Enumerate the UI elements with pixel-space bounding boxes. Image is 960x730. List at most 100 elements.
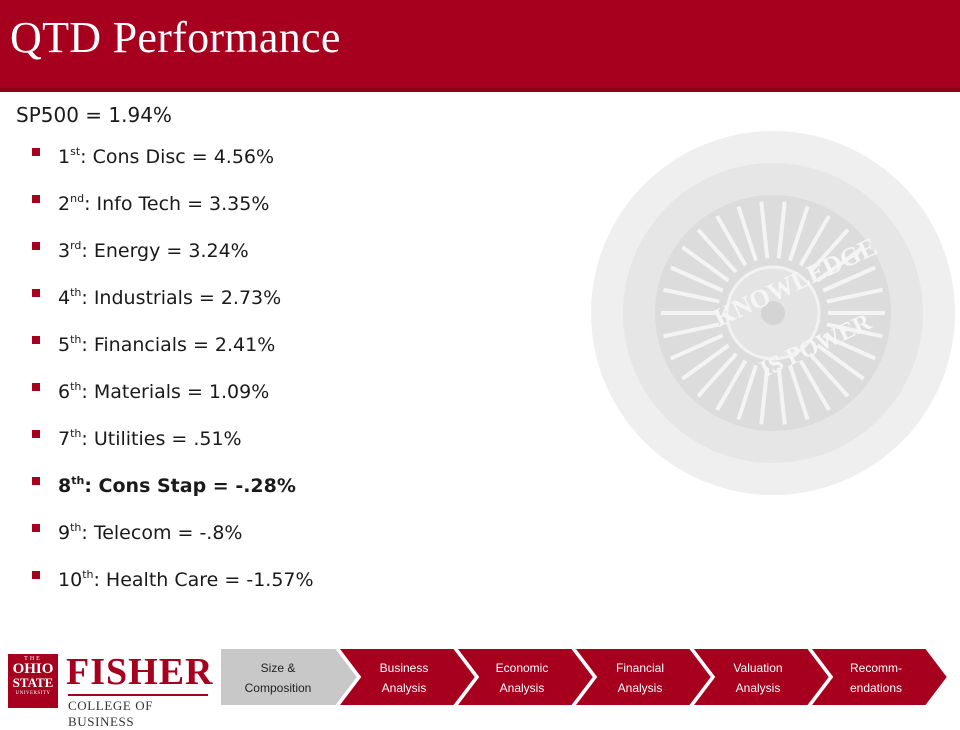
sector-rank-item: 7th: Utilities = .51% bbox=[16, 421, 576, 468]
rank-text: : Health Care = -1.57% bbox=[93, 569, 314, 591]
rank-ordinal-suffix: th bbox=[70, 427, 82, 440]
rank-number: 9 bbox=[58, 522, 71, 544]
seal-spoke bbox=[776, 201, 787, 259]
slide-content: SP500 = 1.94% 1st: Cons Disc = 4.56% 2nd:… bbox=[16, 103, 576, 609]
sector-rank-item: 8th: Cons Stap = -.28% bbox=[16, 468, 576, 515]
seal-spoke bbox=[816, 245, 865, 283]
seal-spoke bbox=[822, 265, 877, 293]
nav-step-label[interactable]: Financial Analysis bbox=[615, 661, 665, 695]
square-bullet-icon bbox=[32, 289, 40, 297]
seal-spoke bbox=[759, 201, 770, 259]
seal-spoke bbox=[826, 322, 883, 339]
square-bullet-icon bbox=[32, 524, 40, 532]
rank-number: 1 bbox=[58, 146, 71, 168]
square-bullet-icon bbox=[32, 477, 40, 485]
seal-spoke bbox=[681, 343, 730, 381]
square-bullet-icon bbox=[32, 195, 40, 203]
square-bullet-icon bbox=[32, 383, 40, 391]
seal-spoke bbox=[696, 228, 738, 274]
rank-number: 7 bbox=[58, 428, 71, 450]
seal-spoke bbox=[669, 333, 724, 361]
rank-number: 4 bbox=[58, 287, 71, 309]
analysis-step-nav: Size & Composition Business Analysis Econo… bbox=[220, 648, 960, 708]
osu-seal-logo: THE OHIO STATE UNIVERSITY bbox=[8, 654, 58, 708]
rank-ordinal-suffix: th bbox=[70, 333, 82, 346]
seal-spoke bbox=[681, 245, 730, 283]
rank-ordinal-suffix: th bbox=[70, 286, 82, 299]
seal-spoke bbox=[788, 364, 810, 421]
nav-step-label[interactable]: Recomm- endations bbox=[849, 661, 903, 695]
sector-rank-item: 6th: Materials = 1.09% bbox=[16, 374, 576, 421]
square-bullet-icon bbox=[32, 242, 40, 250]
nav-step-chevron[interactable] bbox=[807, 648, 950, 707]
rank-number: 2 bbox=[58, 193, 71, 215]
osu-university: UNIVERSITY bbox=[15, 691, 51, 696]
rank-number: 5 bbox=[58, 334, 71, 356]
seal-spoke bbox=[822, 333, 877, 361]
rank-text: : Info Tech = 3.35% bbox=[84, 193, 270, 215]
sector-rank-item: 1st: Cons Disc = 4.56% bbox=[16, 139, 576, 186]
rank-text: : Industrials = 2.73% bbox=[81, 287, 282, 309]
title-bar: QTD Performance bbox=[0, 0, 960, 92]
sector-rank-item: 10th: Health Care = -1.57% bbox=[16, 562, 576, 609]
rank-ordinal-suffix: th bbox=[82, 568, 94, 581]
sector-rank-item: 9th: Telecom = -.8% bbox=[16, 515, 576, 562]
nav-chevrons bbox=[220, 648, 950, 707]
sp500-headline: SP500 = 1.94% bbox=[16, 103, 172, 127]
nav-step-label[interactable]: Economic Analysis bbox=[495, 661, 549, 695]
sector-rank-item: 2nd: Info Tech = 3.35% bbox=[16, 186, 576, 233]
nav-step-label[interactable]: Size & Composition bbox=[244, 661, 312, 695]
seal-spoke bbox=[776, 367, 787, 425]
osu-state: STATE bbox=[12, 675, 54, 690]
square-bullet-icon bbox=[32, 430, 40, 438]
nav-step-chevron[interactable] bbox=[335, 648, 478, 707]
nav-step-label[interactable]: Business Analysis bbox=[379, 661, 429, 695]
square-bullet-icon bbox=[32, 148, 40, 156]
rank-text: : Telecom = -.8% bbox=[81, 522, 243, 544]
nav-step-label[interactable]: Valuation Analysis bbox=[733, 661, 783, 695]
seal-spoke bbox=[759, 367, 770, 425]
seal-spoke bbox=[788, 205, 810, 262]
seal-spoke bbox=[826, 287, 883, 304]
rank-text: : Financials = 2.41% bbox=[81, 334, 276, 356]
rank-text: : Utilities = .51% bbox=[81, 428, 242, 450]
nav-step-chevron[interactable] bbox=[689, 648, 832, 707]
college-of-business-text: COLLEGE OF BUSINESS bbox=[68, 694, 208, 730]
seal-spoke bbox=[808, 352, 850, 398]
rank-number: 3 bbox=[58, 240, 71, 262]
seal-spoke bbox=[798, 359, 831, 411]
seal-spoke bbox=[816, 343, 865, 381]
sector-rank-item: 3rd: Energy = 3.24% bbox=[16, 233, 576, 280]
rank-ordinal-suffix: th bbox=[71, 474, 85, 487]
knowledge-seal-watermark: KNOWLEDGE IS POWER bbox=[591, 131, 955, 495]
seal-spoke bbox=[715, 359, 748, 411]
rank-number: 10 bbox=[58, 569, 83, 591]
rank-number: 6 bbox=[58, 381, 71, 403]
sector-rank-item: 5th: Financials = 2.41% bbox=[16, 327, 576, 374]
rank-ordinal-suffix: nd bbox=[70, 192, 85, 205]
slide-title: QTD Performance bbox=[10, 13, 341, 62]
seal-spoke bbox=[663, 322, 720, 339]
nav-step-chevron[interactable] bbox=[453, 648, 596, 707]
fisher-logo: THE OHIO STATE UNIVERSITY FISHER COLLEGE… bbox=[8, 648, 214, 729]
fisher-wordmark: FISHER bbox=[66, 651, 214, 693]
rank-text: : Cons Stap = -.28% bbox=[84, 475, 296, 497]
rank-ordinal-suffix: rd bbox=[70, 239, 82, 252]
square-bullet-icon bbox=[32, 336, 40, 344]
nav-step-chevron[interactable] bbox=[220, 648, 360, 707]
seal-spoke bbox=[715, 215, 748, 267]
rank-ordinal-suffix: st bbox=[70, 145, 81, 158]
rank-text: : Materials = 1.09% bbox=[81, 381, 270, 403]
rank-ordinal-suffix: th bbox=[70, 521, 82, 534]
sector-rank-item: 4th: Industrials = 2.73% bbox=[16, 280, 576, 327]
seal-spoke bbox=[669, 265, 724, 293]
osu-ohio: OHIO bbox=[12, 661, 54, 677]
seal-spoke bbox=[736, 364, 758, 421]
rank-ordinal-suffix: th bbox=[70, 380, 82, 393]
seal-spoke bbox=[663, 287, 720, 304]
seal-spoke bbox=[808, 228, 850, 274]
rank-number: 8 bbox=[58, 475, 72, 497]
seal-spoke bbox=[696, 352, 738, 398]
footer: THE OHIO STATE UNIVERSITY FISHER COLLEGE… bbox=[0, 640, 960, 729]
nav-step-chevron[interactable] bbox=[571, 648, 714, 707]
